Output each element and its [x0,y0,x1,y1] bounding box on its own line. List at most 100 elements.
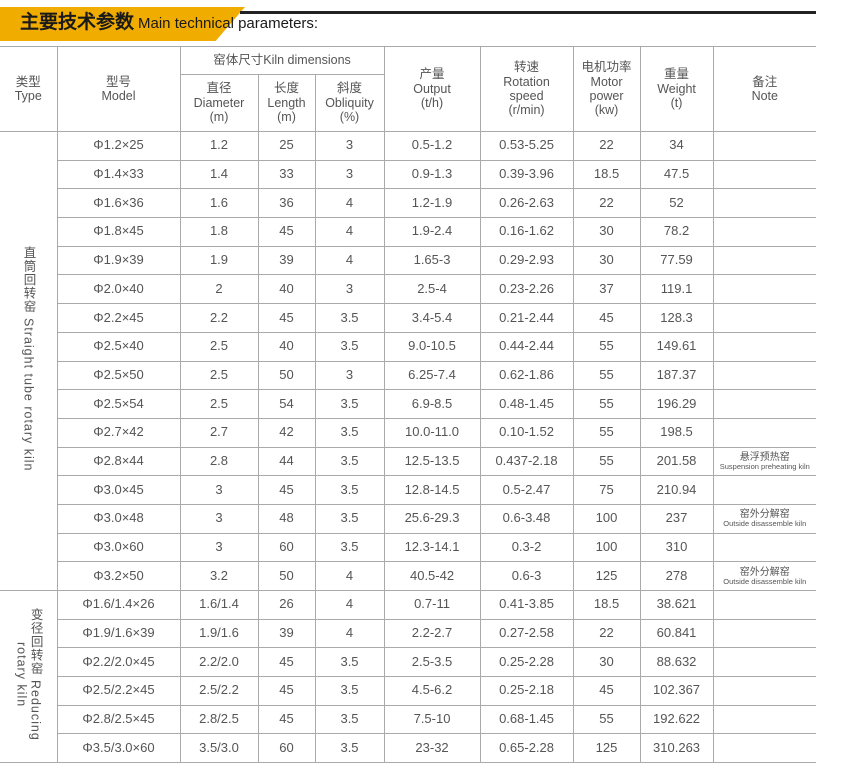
cell-note: 窑外分解窑 Outside disassemble kiln [712,561,817,591]
cell-output: 4.5-6.2 [383,676,481,706]
cell-motor: 22 [572,131,641,161]
cell-output: 3.4-5.4 [383,303,481,333]
cell-note [712,733,817,764]
cell-note [712,590,817,620]
cell-motor: 75 [572,475,641,505]
cell-motor: 45 [572,676,641,706]
cell-obliquity: 3.5 [314,733,385,764]
cell-obliquity: 3.5 [314,331,385,362]
table-row: Φ3.0×48 3 48 3.5 25.6-29.3 0.6-3.48 100 237 窑外分解… [0,503,817,534]
header-type: 类型 Type [0,46,58,132]
cell-diameter: 1.4 [179,159,259,190]
cell-diameter: 1.9/1.6 [179,618,259,649]
cell-motor: 125 [572,733,641,764]
cell-diameter: 1.6/1.4 [179,590,259,620]
cell-motor: 55 [572,446,641,477]
cell-rotation: 0.23-2.26 [479,274,574,305]
cell-model: Φ1.6×36 [56,188,181,219]
cell-diameter: 2.5 [179,331,259,362]
cell-note [712,389,817,419]
cell-motor: 55 [572,704,641,735]
cell-diameter: 3 [179,532,259,563]
cell-obliquity: 3 [314,360,385,391]
cell-weight: 52 [639,188,714,219]
cell-diameter: 1.9 [179,245,259,276]
cell-model: Φ1.4×33 [56,159,181,190]
cell-output: 12.5-13.5 [383,446,481,477]
cell-note [712,303,817,333]
title-en: Main technical parameters: [138,15,319,32]
cell-length: 42 [257,417,316,448]
type-label-text: 变径回转窑 Reducing rotary kiln [14,608,43,741]
cell-motor: 100 [572,503,641,534]
cell-rotation: 0.16-1.62 [479,217,574,247]
cell-obliquity: 4 [314,561,385,591]
cell-obliquity: 3.5 [314,532,385,563]
cell-model: Φ1.9×39 [56,245,181,276]
cell-length: 36 [257,188,316,219]
cell-motor: 55 [572,360,641,391]
cell-output: 1.9-2.4 [383,217,481,247]
cell-length: 45 [257,217,316,247]
cell-rotation: 0.53-5.25 [479,131,574,161]
cell-note [712,331,817,362]
cell-note: 窑外分解窑 Outside disassemble kiln [712,503,817,534]
cell-model: Φ2.0×40 [56,274,181,305]
note-cn: 窑外分解窑 [739,566,790,578]
cell-model: Φ2.2/2.0×45 [56,647,181,678]
note-en: Outside disassemble kiln [723,576,807,586]
cell-motor: 22 [572,188,641,219]
cell-output: 2.2-2.7 [383,618,481,649]
cell-length: 33 [257,159,316,190]
cell-length: 40 [257,274,316,305]
cell-note [712,217,817,247]
cell-model: Φ1.9/1.6×39 [56,618,181,649]
cell-model: Φ2.5×50 [56,360,181,391]
cell-rotation: 0.6-3 [479,561,574,591]
note-en: Suspension preheating kiln [719,461,810,471]
title-banner [0,7,816,41]
cell-output: 40.5-42 [383,561,481,591]
cell-weight: 47.5 [639,159,714,190]
cell-length: 39 [257,245,316,276]
cell-note [712,360,817,391]
note-cn: 悬浮预热窑 [739,451,790,463]
cell-model: Φ1.6/1.4×26 [56,590,181,620]
cell-rotation: 0.68-1.45 [479,704,574,735]
cell-weight: 149.61 [639,331,714,362]
table-row: Φ2.2×45 2.2 45 3.5 3.4-5.4 0.21-2.44 45 128.3 [0,303,817,333]
cell-diameter: 2 [179,274,259,305]
cell-obliquity: 3.5 [314,647,385,678]
cell-model: Φ2.7×42 [56,417,181,448]
cell-output: 2.5-4 [383,274,481,305]
header-model: 型号 Model [56,46,181,132]
header-kiln-dimensions: 窑体尺寸Kiln dimensions [179,46,385,75]
type-label-text: 直筒回转窑 Straight tube rotary kiln [21,246,36,472]
cell-weight: 38.621 [639,590,714,620]
cell-output: 9.0-10.5 [383,331,481,362]
cell-diameter: 2.7 [179,417,259,448]
cell-model: Φ1.2×25 [56,131,181,161]
cell-model: Φ2.8/2.5×45 [56,704,181,735]
cell-model: Φ3.5/3.0×60 [56,733,181,764]
cell-rotation: 0.65-2.28 [479,733,574,764]
note-en: Outside disassemble kiln [723,519,807,529]
cell-diameter: 2.2/2.0 [179,647,259,678]
cell-motor: 55 [572,389,641,419]
table-row: Φ1.9×39 1.9 39 4 1.65-3 0.29-2.93 30 77.59 [0,245,817,276]
cell-note [712,532,817,563]
cell-diameter: 2.5/2.2 [179,676,259,706]
cell-rotation: 0.3-2 [479,532,574,563]
cell-model: Φ1.8×45 [56,217,181,247]
cell-weight: 196.29 [639,389,714,419]
cell-length: 25 [257,131,316,161]
table-row: Φ1.9/1.6×39 1.9/1.6 39 4 2.2-2.7 0.27-2.58 22 6… [0,618,817,649]
cell-motor: 55 [572,331,641,362]
table-row: Φ2.5/2.2×45 2.5/2.2 45 3.5 4.5-6.2 0.25-2.18 4… [0,676,817,706]
cell-output: 2.5-3.5 [383,647,481,678]
cell-rotation: 0.26-2.63 [479,188,574,219]
table-row: Φ2.5×50 2.5 50 3 6.25-7.4 0.62-1.86 55 187.37 [0,360,817,391]
cell-weight: 60.841 [639,618,714,649]
cell-model: Φ2.5/2.2×45 [56,676,181,706]
cell-weight: 192.622 [639,704,714,735]
